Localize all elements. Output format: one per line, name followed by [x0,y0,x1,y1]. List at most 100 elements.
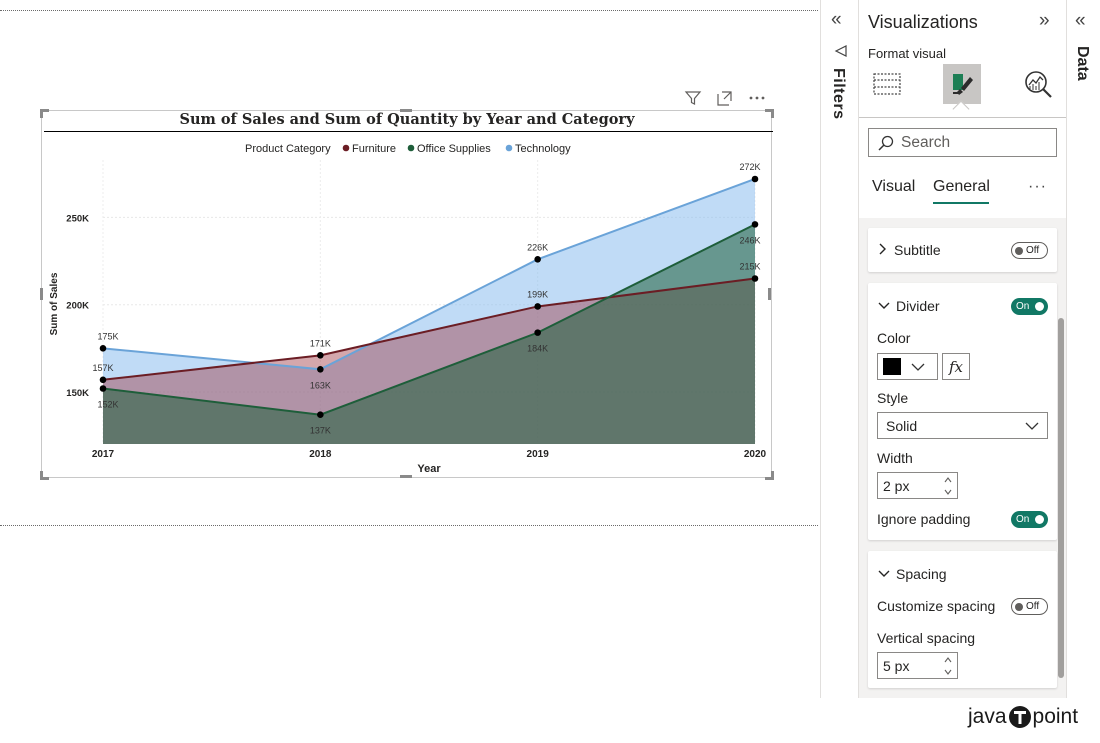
page-boundary-top [0,10,818,11]
style-dropdown[interactable]: Solid [877,412,1048,439]
subtitle-label: Subtitle [894,242,941,258]
y-tick-label: 200K [66,301,89,312]
resize-handle-top-right[interactable] [765,109,774,118]
filter-icon[interactable] [682,88,704,108]
divider-header[interactable]: Divider [878,298,940,314]
ignore-padding-toggle[interactable]: On [1011,511,1048,528]
more-options-icon[interactable] [746,88,768,108]
pane-more-options[interactable]: ··· [1028,178,1047,195]
chevron-down-icon [878,298,890,314]
javatpoint-logo-icon [1008,706,1031,728]
width-label: Width [877,450,913,466]
style-label: Style [877,390,909,406]
width-value: 2 px [883,477,910,494]
toggle-text: On [1016,514,1030,525]
stepper-arrows[interactable] [941,653,955,678]
x-tick-label: 2018 [309,449,332,460]
legend-marker [407,144,415,152]
toggle-knob [1035,515,1044,524]
data-point-marker [751,221,759,228]
x-tick-label: 2019 [527,449,550,460]
data-label: 152K [97,400,118,410]
focus-mode-icon[interactable] [714,88,736,108]
resize-handle-left[interactable] [40,288,43,300]
data-point-marker [534,329,541,336]
chevron-down-icon [1025,422,1039,430]
pane-separator [859,117,1067,118]
resize-handle-top-left[interactable] [40,109,49,118]
data-label: 157K [92,363,113,373]
data-label: 175K [97,331,118,341]
chevron-down-icon [878,566,890,582]
data-point-marker [99,345,107,352]
data-point-marker [751,175,759,183]
divider-toggle[interactable]: On [1011,298,1048,315]
data-label: 215K [739,262,760,272]
area-chart[interactable]: 157K 171K 199K 215K 152K 137K 184K 246K 175K 163K… [0,0,820,698]
legend-item: Office Supplies [417,143,491,155]
y-axis-title: Sum of Sales [49,272,60,335]
line-furniture [102,277,756,381]
data-point-marker [99,385,107,392]
pane-scrollbar[interactable] [1058,318,1064,678]
search-icon [878,135,894,151]
double-chevron-left-icon[interactable]: « [831,9,842,30]
build-visual-icon[interactable] [868,64,906,104]
data-point-marker [317,366,324,373]
toggle-knob [1035,302,1044,311]
ignore-padding-label: Ignore padding [877,511,971,527]
tab-general[interactable]: General [933,178,990,195]
data-label: 171K [310,338,331,348]
subtitle-header[interactable]: Subtitle [878,242,941,258]
tab-visual[interactable]: Visual [872,178,916,195]
subtitle-toggle[interactable]: Off [1011,242,1048,259]
chevron-down-icon [911,363,925,371]
width-stepper[interactable]: 2 px [877,472,958,499]
legend-marker [342,144,350,152]
resize-handle-bottom-right[interactable] [765,471,774,480]
stepper-arrows[interactable] [941,473,955,498]
resize-handle-top[interactable] [400,109,412,112]
visual-header [682,88,768,108]
analytics-magnifier-icon[interactable] [1019,64,1057,104]
filters-label[interactable]: Filters [830,68,847,120]
data-label[interactable]: Data [1074,46,1091,81]
visualizations-title: Visualizations [868,12,978,32]
double-chevron-left-icon[interactable]: « [1075,10,1086,31]
x-tick-label: 2020 [744,449,767,460]
line-technology [102,178,756,371]
color-swatch [883,358,901,375]
data-pane-collapsed: « Data [1066,0,1100,698]
format-visual-label: Format visual [868,46,947,61]
x-tick-label: 2017 [92,449,115,460]
x-axis-title: Year [417,463,441,475]
data-label: 184K [527,344,548,354]
customize-spacing-toggle[interactable]: Off [1011,598,1048,615]
spacing-card: Spacing Customize spacing Off Vertical s… [868,551,1057,688]
divider-label: Divider [896,298,940,314]
toggle-knob [1015,602,1023,611]
format-visual-paintbrush-icon[interactable] [943,64,981,104]
search-input[interactable]: Search [868,128,1057,157]
report-canvas[interactable]: Sum of Sales and Sum of Quantity by Year… [0,0,820,698]
conditional-format-fx-button[interactable]: fx [942,353,970,380]
spacing-header[interactable]: Spacing [878,566,947,582]
double-chevron-right-icon[interactable]: » [1039,10,1050,31]
area-office-supplies [103,224,755,444]
watermark-right: point [1032,705,1079,728]
data-label: 272K [739,162,760,172]
data-point-marker [751,275,759,282]
toggle-text: Off [1026,245,1040,256]
data-label: 137K [310,426,331,436]
spacing-label: Spacing [896,566,947,582]
legend-item: Technology [515,143,571,155]
legend-marker [505,144,513,152]
resize-handle-bottom-left[interactable] [40,471,49,480]
vertical-spacing-stepper[interactable]: 5 px [877,652,958,679]
javatpoint-watermark: java point [968,705,1078,729]
resize-handle-right[interactable] [768,288,771,300]
filter-pane-icon [834,44,848,63]
resize-handle-bottom[interactable] [400,475,412,478]
data-label: 199K [527,289,548,299]
color-picker[interactable] [877,353,938,380]
